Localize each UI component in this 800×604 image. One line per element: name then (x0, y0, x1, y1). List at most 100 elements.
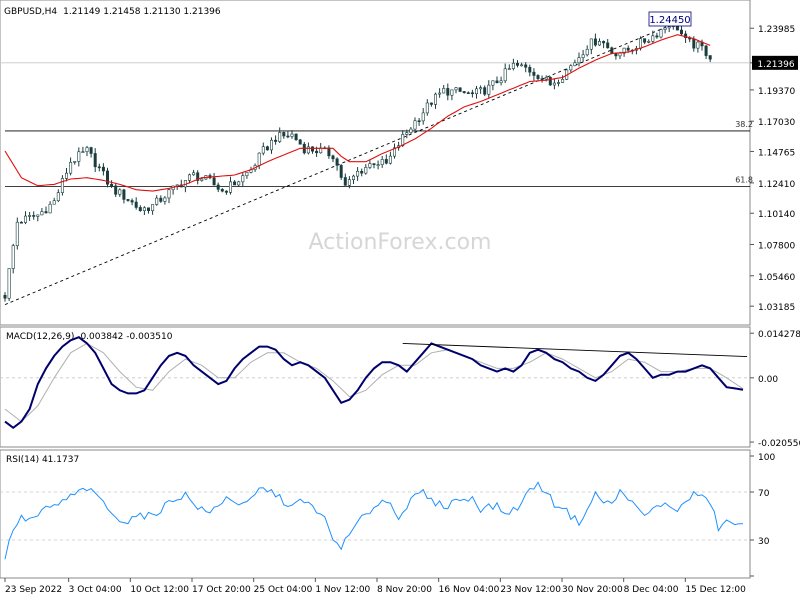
candle-body (544, 77, 548, 80)
candle-body (663, 27, 667, 30)
price-axis-label: 1.17030 (758, 118, 795, 128)
candle-body (376, 164, 380, 166)
candle-body (364, 167, 368, 174)
candle-body (163, 197, 167, 202)
candle-body (155, 197, 159, 205)
symbol-timeframe: GBPUSD,H4 (4, 7, 57, 17)
candle-body (528, 66, 532, 73)
candle-body (446, 88, 450, 96)
time-axis-label: 30 Nov 20:00 (562, 585, 623, 595)
rsi-title: RSI(14) 41.1737 (6, 455, 79, 465)
price-title: GBPUSD,H4 1.21149 1.21458 1.21130 1.21396 (4, 7, 221, 17)
candle-body (347, 179, 351, 186)
candle-body (618, 52, 622, 57)
candle-body (651, 35, 655, 42)
macd-title: MACD(12,26,9) -0.003842 -0.003510 (6, 332, 173, 342)
candle-body (278, 132, 282, 142)
candle-body (356, 170, 360, 177)
candle-body (315, 150, 319, 154)
price-axis-label: 1.03185 (758, 303, 795, 313)
candle-body (11, 245, 15, 269)
price-axis-label: 1.23985 (758, 25, 795, 35)
candle-body (56, 192, 60, 202)
candle-body (261, 146, 265, 154)
candle-body (589, 38, 593, 50)
candle-body (409, 128, 413, 133)
candle-body (142, 207, 146, 211)
candle-body (479, 87, 483, 90)
candle-body (151, 204, 155, 211)
candle-body (561, 79, 565, 83)
macd-axis-label: -0.020556 (758, 439, 800, 449)
candle-body (85, 147, 89, 152)
time-axis-label: 8 Dec 04:00 (624, 585, 679, 595)
price-axis-label: 1.07800 (758, 242, 795, 252)
rsi-axis-label: 100 (758, 453, 775, 463)
macd-signal-line (4, 342, 744, 423)
candle-body (708, 55, 712, 60)
candle-body (40, 211, 44, 216)
candle-body (52, 200, 56, 205)
candle-body (196, 172, 200, 181)
peak-label: 1.24450 (649, 15, 690, 26)
price-axis-label: 1.14765 (758, 148, 795, 158)
fib-level-label: 38.2 (735, 120, 753, 129)
candle-body (421, 112, 425, 122)
candle-body (466, 92, 470, 94)
candle-body (433, 93, 437, 105)
candle-body (384, 159, 388, 164)
candle-body (327, 147, 331, 157)
candle-body (23, 215, 27, 223)
candle-body (310, 146, 314, 152)
candle-body (659, 29, 663, 38)
current-price-badge (752, 55, 798, 70)
candle-body (167, 189, 171, 199)
candle-body (573, 62, 577, 67)
candle-body (474, 88, 478, 95)
candle-body (126, 199, 130, 201)
rsi-line (4, 481, 744, 560)
price-axis-label: 1.19370 (758, 87, 795, 97)
time-axis-label: 23 Sep 2022 (5, 585, 62, 595)
candle-body (73, 161, 77, 163)
candle-body (114, 185, 118, 195)
price-layer: 38.2 61.8 1.24450 (0, 11, 753, 306)
peak-label-box (648, 11, 692, 27)
candle-body (60, 178, 64, 193)
candle-body (470, 92, 474, 95)
ohlc-values: 1.21149 1.21458 1.21130 1.21396 (63, 7, 221, 17)
candle-body (294, 133, 298, 141)
candle-body (110, 183, 114, 187)
candle-body (548, 77, 552, 86)
candle-body (520, 64, 524, 67)
candle-body (19, 221, 23, 224)
candle-body (499, 80, 503, 84)
candle-body (93, 153, 97, 168)
price-axis-label: 1.10140 (758, 210, 795, 220)
candle-body (610, 47, 614, 54)
candle-body (413, 120, 417, 130)
candle-body (28, 215, 32, 217)
rsi-panel-frame (0, 449, 751, 579)
candle-body (614, 53, 618, 57)
macd-trendline (402, 342, 748, 358)
time-axis-label: 8 Nov 20:00 (377, 585, 432, 595)
candle-body (692, 38, 696, 49)
candle-body (532, 71, 536, 76)
candle-body (556, 82, 560, 84)
candle-body (81, 151, 85, 153)
candle-body (667, 26, 671, 29)
candle-body (188, 174, 192, 181)
time-axis-label: 1 Nov 12:00 (315, 585, 370, 595)
candle-body (306, 146, 310, 154)
macd-panel-frame (0, 326, 751, 448)
candle-body (507, 68, 511, 70)
time-axis-label: 25 Oct 04:00 (254, 585, 313, 595)
candle-body (118, 189, 122, 195)
candle-body (679, 29, 683, 35)
candle-body (3, 294, 7, 299)
time-axis-label: 16 Nov 04:00 (439, 585, 500, 595)
price-axis-label: 1.05460 (758, 273, 795, 283)
time-axis-label: 3 Oct 04:00 (69, 585, 122, 595)
candle-body (77, 151, 81, 162)
